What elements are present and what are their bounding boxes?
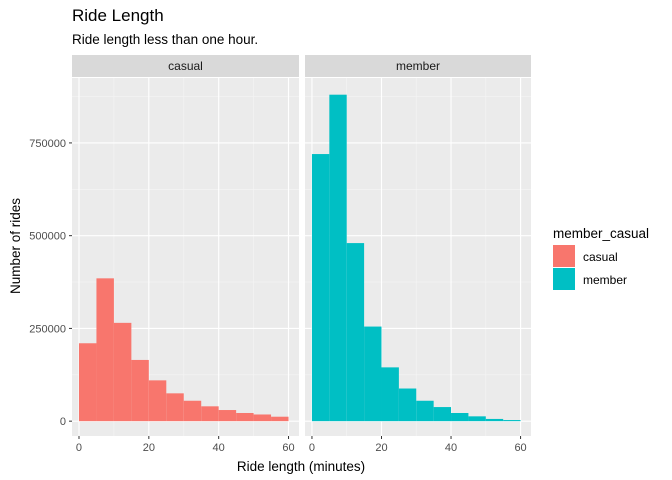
y-tick-label: 250000 xyxy=(29,323,66,335)
bar-member xyxy=(398,388,417,422)
y-axis-title: Number of rides xyxy=(8,198,23,294)
bar-casual xyxy=(183,400,202,422)
bar-casual xyxy=(131,359,149,422)
bar-member xyxy=(311,154,330,422)
bar-member xyxy=(416,400,434,422)
strip-member xyxy=(305,55,531,77)
bar-casual xyxy=(166,393,184,422)
bar-casual xyxy=(271,416,289,422)
x-tick-label: 20 xyxy=(143,442,155,454)
x-axis-casual: 0 20 40 60 xyxy=(76,436,295,454)
strip-casual xyxy=(72,55,299,77)
legend-key-casual xyxy=(553,245,575,267)
bar-casual xyxy=(201,406,219,422)
bar-casual xyxy=(113,322,132,422)
bar-member xyxy=(329,94,347,422)
x-tick-label: 40 xyxy=(213,442,225,454)
bar-casual xyxy=(236,412,254,422)
y-tick-label: 750000 xyxy=(29,138,66,150)
bars-member xyxy=(311,94,521,422)
strip-label-member: member xyxy=(396,59,440,73)
x-tick-label: 0 xyxy=(76,442,82,454)
chart-title: Ride Length xyxy=(72,6,164,25)
y-axis: 0 250000 500000 750000 xyxy=(29,138,72,428)
bar-casual xyxy=(148,380,167,422)
bar-casual xyxy=(218,410,237,422)
strip-label-casual: casual xyxy=(168,59,203,73)
bar-casual xyxy=(78,343,97,422)
bar-member xyxy=(503,420,521,422)
panel-member: member 0 20 40 60 xyxy=(305,55,531,454)
x-tick-label: 0 xyxy=(309,442,315,454)
x-tick-label: 20 xyxy=(375,442,387,454)
bar-member xyxy=(451,412,469,422)
legend-title: member_casual xyxy=(553,226,649,241)
bar-casual xyxy=(96,278,114,422)
bar-member xyxy=(433,407,452,422)
bar-member xyxy=(468,416,486,422)
x-axis-member: 0 20 40 60 xyxy=(309,436,527,454)
x-tick-label: 60 xyxy=(282,442,294,454)
legend-label-member: member xyxy=(583,273,627,287)
x-axis-title: Ride length (minutes) xyxy=(237,459,365,474)
bar-member xyxy=(381,367,399,422)
bar-member xyxy=(364,326,382,422)
legend-key-member xyxy=(553,268,575,290)
x-tick-label: 40 xyxy=(445,442,457,454)
bar-member xyxy=(346,243,365,422)
panel-casual: casual 0 20 40 60 xyxy=(72,55,299,454)
legend-label-casual: casual xyxy=(583,250,618,264)
legend: member_casual casual member xyxy=(553,226,649,290)
x-tick-label: 60 xyxy=(514,442,526,454)
bars-casual xyxy=(78,278,289,422)
y-tick-label: 500000 xyxy=(29,231,66,243)
y-tick-label: 0 xyxy=(60,416,66,428)
chart-subtitle: Ride length less than one hour. xyxy=(72,32,259,47)
bar-member xyxy=(485,418,504,422)
bar-casual xyxy=(253,414,272,422)
